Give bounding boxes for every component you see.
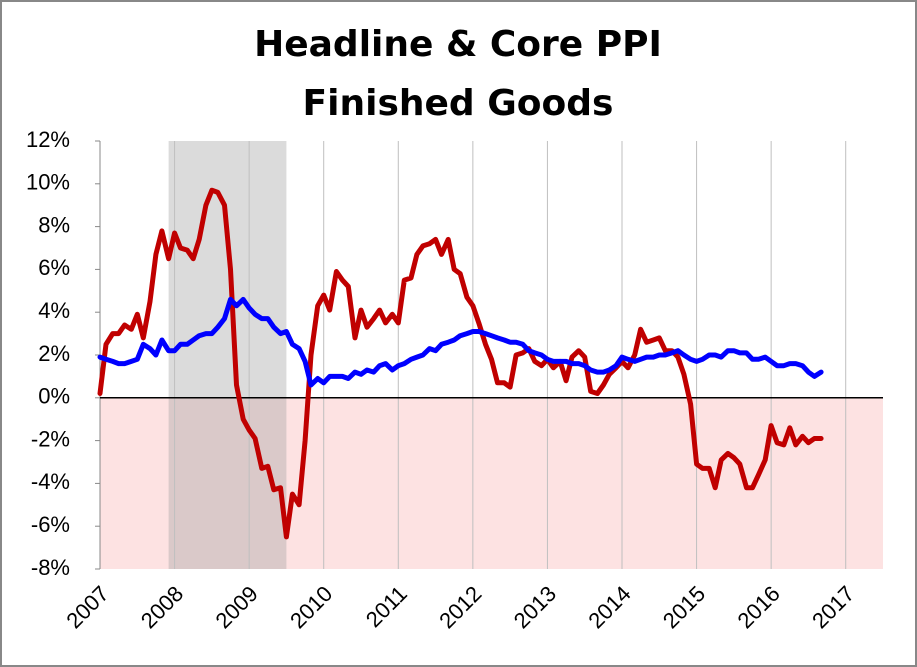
y-tick-label: 6%	[38, 255, 70, 280]
chart-subtitle: Finished Goods	[303, 83, 614, 124]
chart-title: Headline & Core PPI	[254, 24, 662, 65]
y-tick-label: 8%	[38, 212, 70, 237]
y-tick-label: -6%	[31, 512, 70, 537]
series-line	[97, 187, 824, 540]
y-tick-label: -4%	[31, 469, 70, 494]
y-tick-label: 4%	[38, 298, 70, 323]
recession-band	[168, 141, 287, 569]
y-tick-label: 12%	[26, 127, 70, 152]
y-tick-label: 10%	[26, 170, 70, 195]
series-line	[97, 296, 824, 388]
y-tick-label: -8%	[31, 555, 70, 580]
y-tick-label: 2%	[38, 341, 70, 366]
y-tick-label: -2%	[31, 426, 70, 451]
y-tick-label: 0%	[38, 384, 70, 409]
